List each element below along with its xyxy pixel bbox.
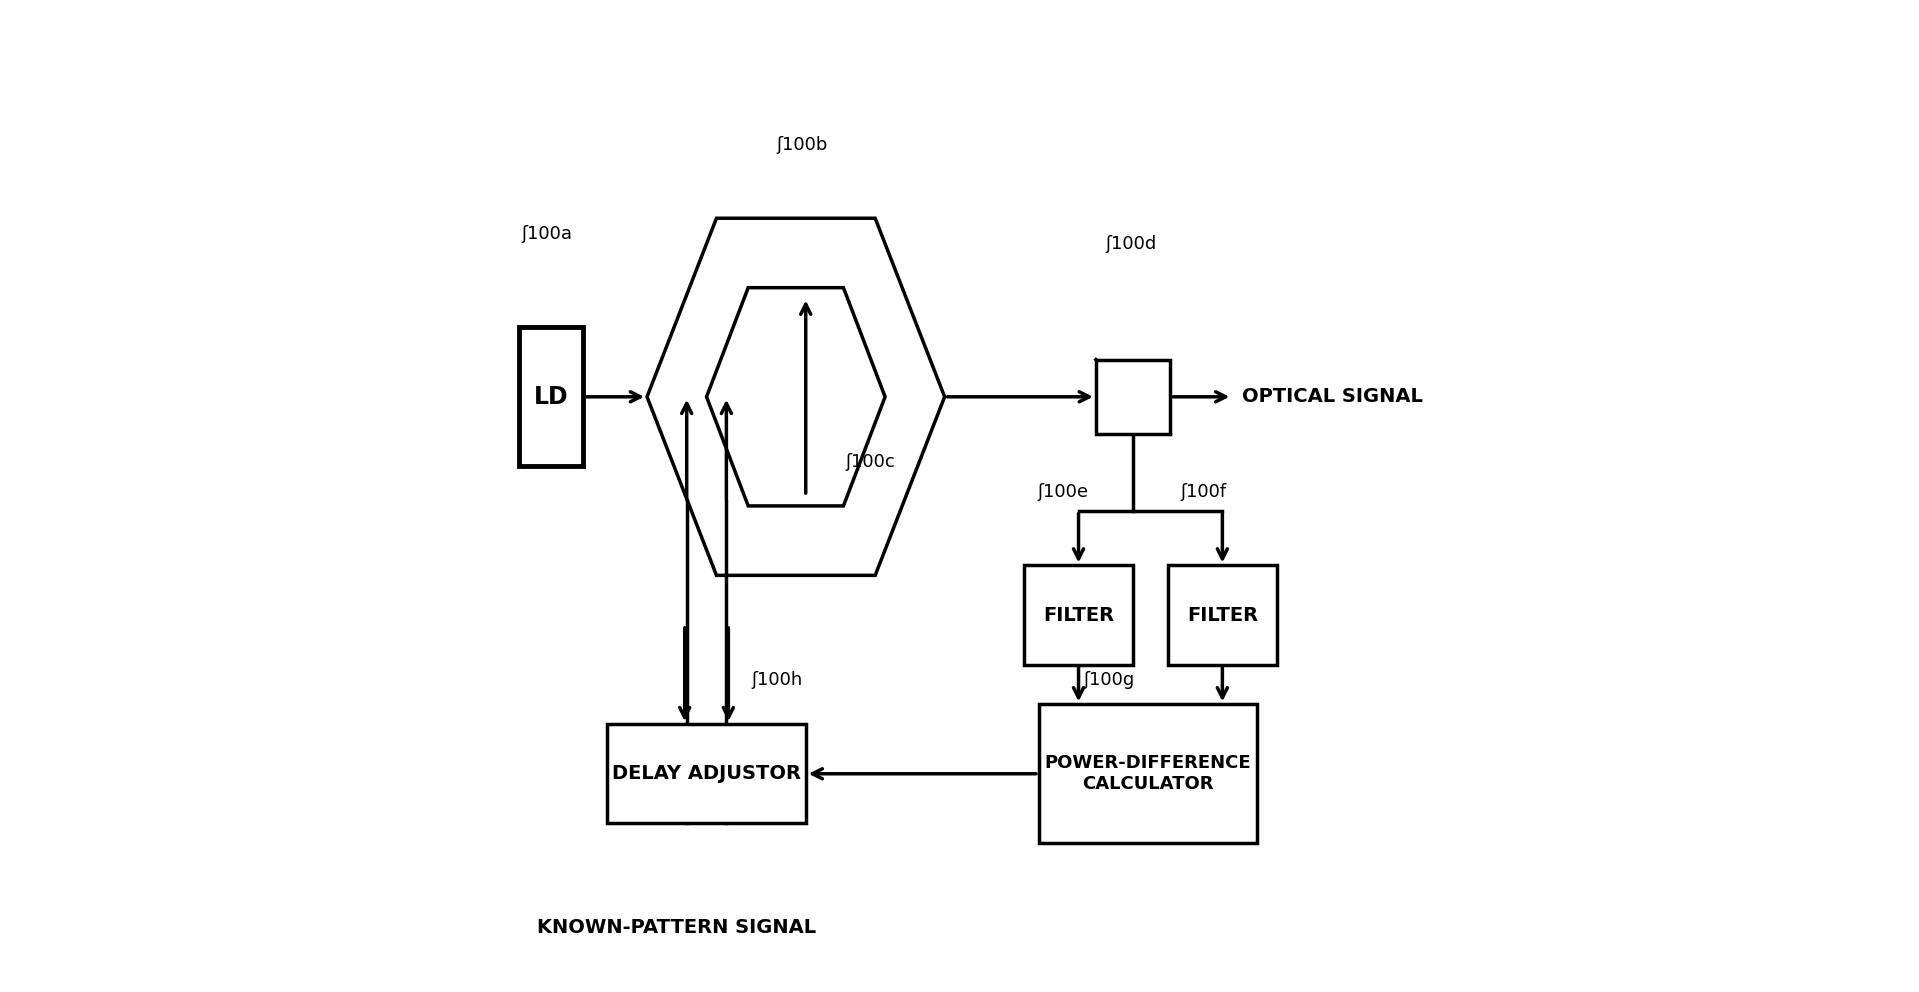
Text: OPTICAL SIGNAL: OPTICAL SIGNAL	[1242, 387, 1424, 407]
Text: ʃ100a: ʃ100a	[522, 225, 572, 243]
Text: ʃ100d: ʃ100d	[1105, 235, 1157, 253]
Bar	[1169, 565, 1276, 665]
Text: ʃ100g: ʃ100g	[1084, 672, 1134, 689]
Text: LD: LD	[533, 385, 568, 409]
Bar	[606, 724, 806, 823]
Bar	[1025, 565, 1132, 665]
Text: ʃ100f: ʃ100f	[1180, 483, 1226, 501]
Bar	[1096, 360, 1171, 434]
Polygon shape	[647, 218, 944, 575]
Text: ʃ100h: ʃ100h	[750, 672, 802, 689]
Text: ʃ100e: ʃ100e	[1036, 483, 1088, 501]
Text: KNOWN-PATTERN SIGNAL: KNOWN-PATTERN SIGNAL	[537, 919, 816, 937]
Polygon shape	[706, 288, 885, 506]
Text: ʃ100c: ʃ100c	[846, 453, 894, 471]
Text: DELAY ADJUSTOR: DELAY ADJUSTOR	[612, 764, 800, 784]
Text: ʃ100b: ʃ100b	[775, 136, 827, 154]
Text: POWER-DIFFERENCE
CALCULATOR: POWER-DIFFERENCE CALCULATOR	[1044, 754, 1251, 794]
Bar	[1038, 704, 1257, 843]
Text: FILTER: FILTER	[1186, 605, 1259, 625]
Bar	[518, 327, 583, 466]
Text: FILTER: FILTER	[1044, 605, 1115, 625]
